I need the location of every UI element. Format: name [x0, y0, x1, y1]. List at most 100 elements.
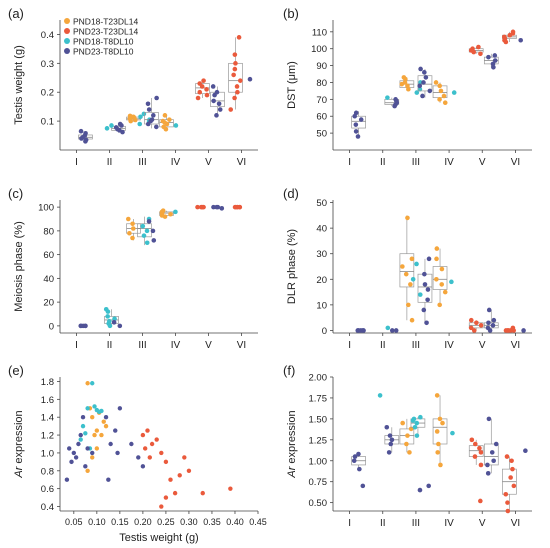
- data-point: [92, 404, 97, 409]
- data-point: [173, 209, 178, 215]
- data-point: [436, 441, 441, 447]
- x-tick-label: III: [412, 157, 420, 168]
- data-point: [140, 432, 146, 438]
- data-point: [144, 228, 150, 234]
- data-point: [103, 415, 109, 420]
- data-point: [195, 204, 200, 210]
- data-point: [400, 264, 405, 269]
- data-point: [211, 98, 216, 104]
- data-point: [358, 328, 364, 333]
- x-tick-label: VI: [237, 340, 246, 351]
- data-point: [85, 406, 90, 411]
- data-point: [485, 471, 491, 476]
- data-point: [112, 316, 117, 322]
- data-point: [214, 89, 220, 95]
- data-point: [352, 454, 358, 459]
- data-point: [486, 320, 491, 326]
- data-point: [130, 221, 135, 227]
- data-point: [90, 450, 95, 456]
- data-point: [146, 107, 152, 112]
- data-point: [234, 84, 240, 89]
- y-tick-label: 0: [322, 326, 327, 337]
- legend-label: PND18-T23DL14: [73, 16, 138, 26]
- y-tick-label: 0.2: [41, 88, 54, 99]
- data-point: [438, 88, 444, 94]
- data-point: [439, 282, 445, 287]
- data-point: [154, 124, 159, 130]
- x-tick-label: 0.25: [157, 517, 175, 527]
- data-point: [505, 508, 511, 514]
- data-point: [235, 89, 240, 95]
- y-tick-label: 1.00: [309, 456, 328, 467]
- data-point: [146, 219, 152, 224]
- y-tick-label: 20: [316, 275, 327, 286]
- data-point: [144, 240, 150, 246]
- panel-e: (e) 0.4 0.6 0.8 1.0 1.2 1.4 1.6 1.8 Ar expression…: [8, 363, 267, 544]
- data-point: [138, 114, 143, 120]
- y-tick-label: 80: [316, 78, 327, 89]
- data-point: [442, 289, 448, 295]
- x-tick-label: 0.05: [65, 517, 83, 527]
- y-axis-label: Testis weight (g): [13, 45, 25, 124]
- data-point: [410, 276, 416, 282]
- data-point: [238, 78, 243, 83]
- data-point: [437, 97, 442, 102]
- data-point: [200, 204, 206, 210]
- x-tick-label: VI: [237, 157, 246, 168]
- box: [144, 112, 159, 125]
- data-point: [503, 491, 509, 497]
- y-tick-label: 1.8: [41, 377, 54, 388]
- y-tick-label: 1.0: [41, 448, 54, 459]
- legend-marker: [64, 28, 70, 34]
- data-point: [228, 486, 233, 491]
- data-point: [83, 130, 88, 136]
- x-tick-label: IV: [171, 157, 181, 168]
- data-point: [200, 490, 205, 496]
- data-point: [83, 137, 89, 143]
- y-tick-label: 0.75: [309, 477, 328, 488]
- data-point: [491, 317, 497, 323]
- data-point: [109, 123, 114, 128]
- y-tick-label: 0.50: [309, 498, 328, 509]
- panel-label: (a): [8, 6, 24, 21]
- data-point: [423, 75, 429, 80]
- data-point: [478, 498, 483, 504]
- data-point: [408, 426, 414, 432]
- data-point: [204, 87, 209, 92]
- data-point: [94, 428, 100, 433]
- panel-label: (f): [283, 363, 295, 378]
- data-point: [172, 490, 178, 496]
- x-tick-label: 0.30: [180, 517, 198, 527]
- data-point: [117, 323, 123, 329]
- data-point: [474, 320, 479, 326]
- data-point: [478, 450, 484, 455]
- data-point: [219, 206, 225, 211]
- data-point: [161, 124, 166, 130]
- data-point: [434, 246, 440, 251]
- data-point: [407, 450, 412, 455]
- data-point: [439, 266, 445, 272]
- data-point: [210, 84, 216, 89]
- data-point: [523, 448, 528, 454]
- data-point: [521, 328, 526, 333]
- data-point: [468, 325, 474, 331]
- data-point: [450, 430, 455, 436]
- data-point: [177, 473, 182, 478]
- data-point: [80, 423, 86, 429]
- data-point: [405, 215, 410, 221]
- data-point: [113, 428, 118, 433]
- data-point: [117, 121, 123, 127]
- data-point: [405, 433, 410, 438]
- data-point: [403, 271, 409, 277]
- data-point: [406, 302, 411, 308]
- data-point: [441, 93, 447, 99]
- data-point: [401, 75, 407, 80]
- data-point: [99, 408, 104, 414]
- legend-marker: [64, 38, 70, 44]
- y-tick-label: 30: [316, 249, 327, 260]
- data-point: [485, 325, 491, 331]
- x-tick-label: 0.45: [249, 517, 267, 527]
- data-point: [355, 134, 361, 139]
